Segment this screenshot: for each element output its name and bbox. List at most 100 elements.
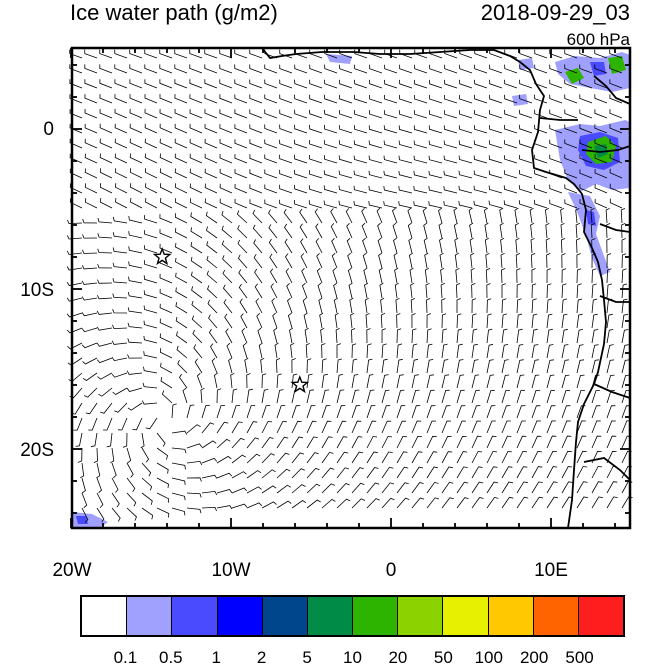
wind-barb bbox=[501, 344, 509, 359]
wind-barb bbox=[338, 155, 353, 164]
wind-barb bbox=[99, 198, 113, 209]
wind-barb bbox=[174, 183, 188, 194]
wind-barb bbox=[204, 153, 218, 164]
wind-barb bbox=[225, 328, 233, 344]
wind-barb bbox=[609, 198, 623, 209]
wind-barb bbox=[519, 124, 533, 134]
wind-barb bbox=[347, 252, 353, 269]
wind-barb bbox=[366, 482, 380, 494]
wind-barb bbox=[336, 405, 346, 419]
wind-barb bbox=[576, 298, 583, 314]
wind-barb bbox=[186, 460, 203, 466]
pressure-level: 600 hPa bbox=[566, 30, 630, 49]
map-panel bbox=[66, 46, 633, 530]
wind-barb bbox=[377, 237, 383, 254]
wind-barb bbox=[561, 268, 567, 284]
wind-barb bbox=[128, 215, 143, 224]
wind-barb bbox=[306, 467, 320, 479]
wind-barb bbox=[291, 500, 307, 509]
wind-barb bbox=[564, 49, 578, 59]
wind-barb bbox=[77, 447, 83, 463]
colorbar-label: 100 bbox=[474, 648, 503, 667]
wind-barb bbox=[186, 443, 203, 449]
wind-barb bbox=[489, 109, 503, 119]
wind-barb bbox=[594, 154, 608, 164]
wind-barb bbox=[396, 497, 410, 509]
africa-coastline bbox=[261, 47, 631, 529]
wind-barb bbox=[407, 207, 413, 224]
wind-barb bbox=[97, 372, 113, 380]
wind-barb bbox=[368, 140, 383, 149]
wind-barb bbox=[99, 64, 113, 74]
wind-barb bbox=[410, 282, 415, 299]
wind-barb bbox=[428, 125, 443, 134]
wind-barb bbox=[471, 405, 481, 419]
wind-barb bbox=[396, 328, 402, 344]
wind-barb bbox=[413, 170, 428, 179]
wind-barb bbox=[488, 140, 503, 149]
wind-barb bbox=[171, 462, 186, 470]
wind-barb bbox=[591, 481, 603, 494]
axis-ticks bbox=[70, 48, 630, 528]
wind-barb bbox=[175, 257, 188, 269]
wind-barb bbox=[204, 138, 218, 149]
wind-barb bbox=[216, 505, 233, 510]
wind-barb bbox=[606, 435, 617, 449]
wind-barb bbox=[486, 405, 496, 419]
wind-barb bbox=[365, 312, 370, 329]
wind-barb bbox=[66, 312, 83, 318]
wind-barb bbox=[534, 64, 548, 74]
wind-barb bbox=[456, 420, 467, 434]
wind-barb bbox=[364, 297, 369, 314]
wind-barb bbox=[546, 283, 552, 299]
wind-barb bbox=[438, 222, 443, 239]
wind-barb bbox=[336, 343, 341, 358]
wind-barb bbox=[216, 421, 229, 434]
wind-barb bbox=[471, 466, 483, 479]
wind-barb bbox=[306, 389, 314, 404]
wind-barb bbox=[366, 420, 377, 434]
wind-barb bbox=[336, 451, 349, 464]
wind-barb bbox=[306, 452, 319, 464]
wind-barb bbox=[621, 298, 628, 314]
wind-barb bbox=[283, 208, 293, 224]
wind-barb bbox=[69, 153, 83, 164]
wind-barb bbox=[110, 447, 115, 464]
wind-barb bbox=[144, 108, 158, 119]
wind-barb bbox=[240, 313, 248, 329]
wind-barb bbox=[69, 168, 83, 179]
wind-barb bbox=[97, 263, 113, 269]
wind-barb bbox=[294, 169, 308, 179]
wind-barb bbox=[97, 248, 113, 254]
wind-barb bbox=[127, 307, 143, 314]
wind-barb bbox=[84, 79, 98, 89]
wind-barb bbox=[234, 64, 248, 74]
wind-barb bbox=[546, 435, 557, 449]
wind-barb bbox=[331, 238, 338, 254]
wind-barb bbox=[456, 374, 465, 389]
wind-barb bbox=[429, 94, 443, 104]
wind-barb bbox=[410, 298, 416, 314]
wind-barb bbox=[348, 282, 353, 299]
wind-barb bbox=[516, 389, 525, 404]
wind-barb bbox=[160, 377, 173, 389]
wind-barb bbox=[264, 64, 278, 74]
wind-barb bbox=[338, 170, 353, 179]
wind-barb bbox=[606, 359, 615, 374]
wind-barb bbox=[330, 208, 338, 224]
wind-barb bbox=[516, 328, 523, 344]
wind-barb bbox=[501, 389, 510, 404]
wind-barb bbox=[174, 198, 188, 209]
colorbar bbox=[80, 595, 625, 637]
wind-barb bbox=[576, 238, 581, 254]
wind-barb bbox=[175, 287, 188, 299]
wind-barb bbox=[531, 344, 539, 359]
wind-barb bbox=[67, 357, 83, 366]
wind-barb bbox=[219, 168, 233, 179]
wind-barb bbox=[411, 466, 424, 479]
wind-barb bbox=[156, 492, 170, 503]
wind-barb bbox=[81, 327, 98, 333]
wind-barb bbox=[531, 374, 540, 389]
wind-barb bbox=[368, 155, 383, 164]
wind-barb bbox=[273, 327, 278, 344]
